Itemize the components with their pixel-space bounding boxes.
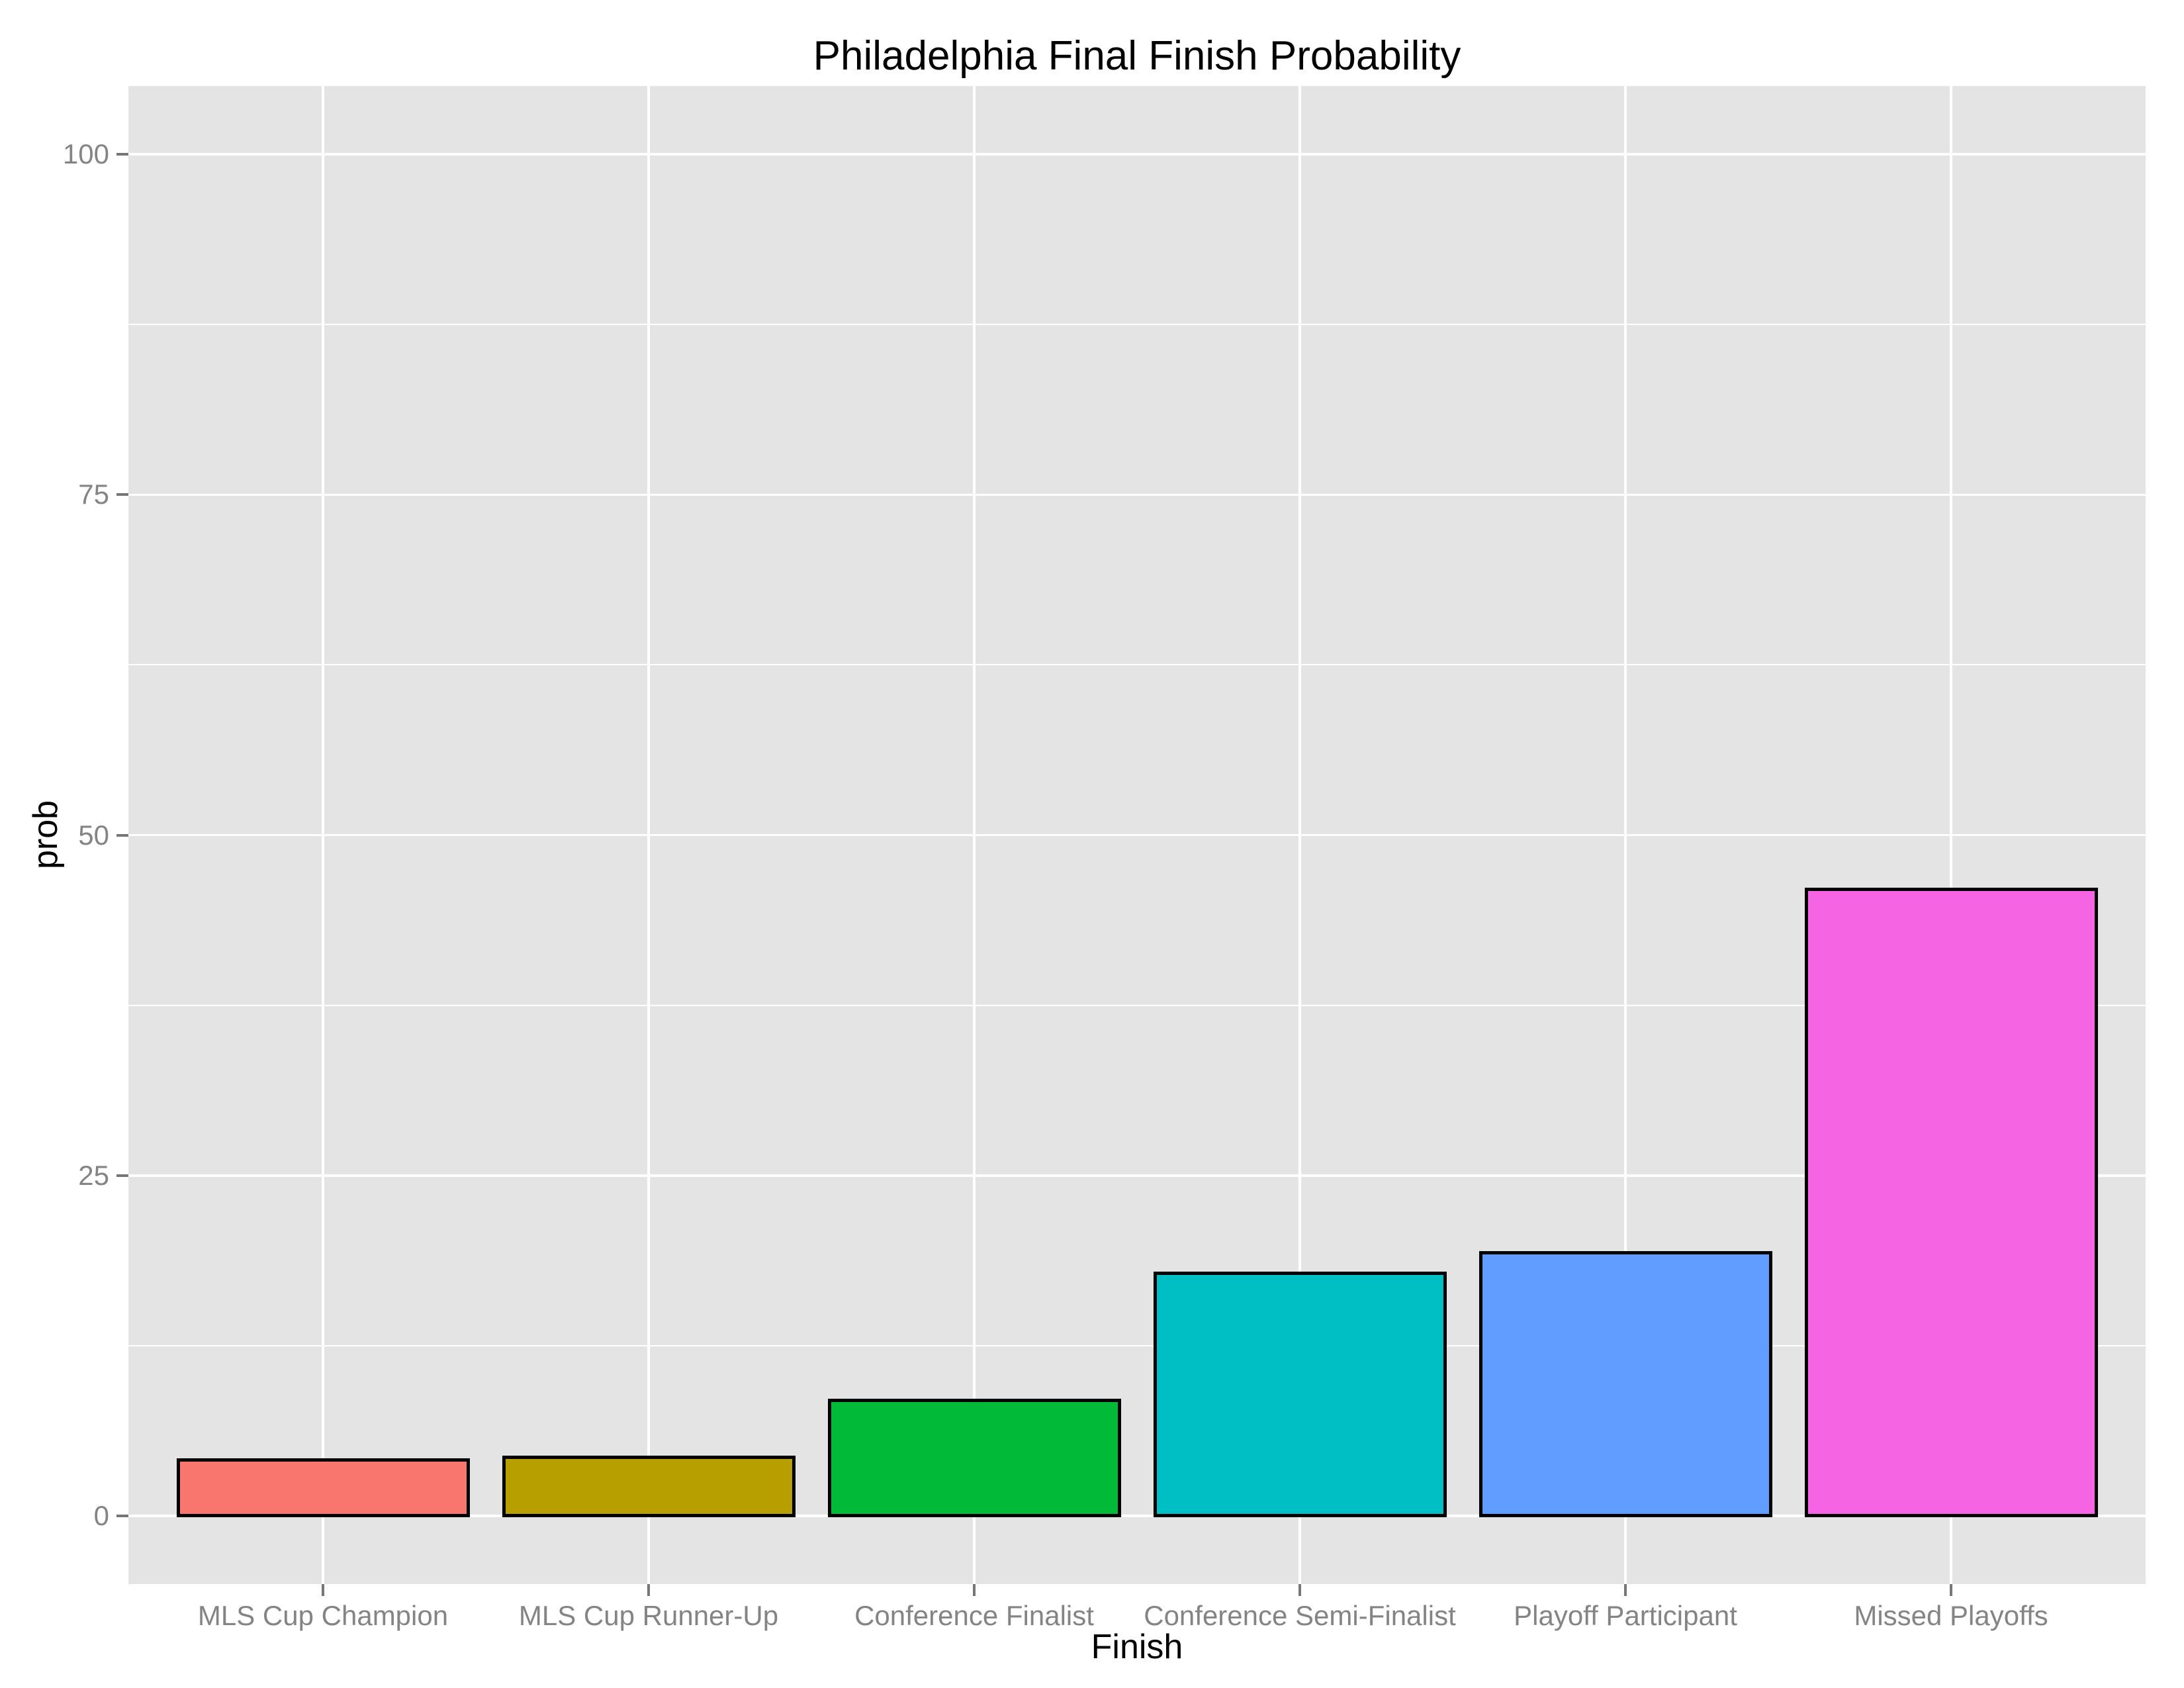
x-tick-label: Conference Finalist: [854, 1600, 1094, 1631]
gridline-minor-y: [128, 1004, 2146, 1006]
y-tick-mark: [116, 1174, 128, 1177]
gridline-major-y: [128, 833, 2146, 837]
x-tick-label: Playoff Participant: [1514, 1600, 1737, 1631]
gridline-minor-y: [128, 324, 2146, 326]
gridline-minor-y: [128, 1344, 2146, 1346]
y-tick-label: 100: [62, 138, 109, 169]
gridline-major-y: [128, 1515, 2146, 1517]
y-tick-label: 25: [78, 1159, 109, 1191]
gridline-major-x: [647, 86, 650, 1584]
x-tick-label: MLS Cup Champion: [197, 1600, 449, 1631]
gridline-major-y: [128, 1174, 2146, 1177]
plot-panel: [128, 86, 2146, 1584]
x-axis-title: Finish: [1091, 1628, 1183, 1666]
gridline-major-y: [128, 493, 2146, 496]
bar-mls-cup-runner-up: [502, 1456, 796, 1518]
gridline-major-y: [128, 153, 2146, 156]
x-tick-mark: [1950, 1584, 1952, 1596]
y-tick-mark: [116, 153, 128, 156]
y-tick-mark: [116, 833, 128, 837]
bar-conference-finalist: [827, 1398, 1121, 1518]
y-tick-mark: [116, 493, 128, 496]
y-tick-label: 50: [78, 819, 109, 851]
x-tick-mark: [647, 1584, 650, 1596]
x-tick-mark: [1624, 1584, 1627, 1596]
gridline-minor-y: [128, 664, 2146, 666]
gridline-major-x: [1950, 86, 1952, 1584]
bar-playoff-participant: [1479, 1251, 1772, 1518]
gridline-major-x: [1624, 86, 1627, 1584]
y-tick-label: 75: [78, 479, 109, 510]
x-tick-mark: [1298, 1584, 1301, 1596]
bar-missed-playoffs: [1804, 888, 2098, 1518]
gridline-major-x: [322, 86, 324, 1584]
bar-conference-semi-finalist: [1153, 1272, 1447, 1518]
x-tick-label: Missed Playoffs: [1854, 1600, 2048, 1631]
y-tick-label: 0: [93, 1500, 109, 1531]
x-tick-label: MLS Cup Runner-Up: [518, 1600, 779, 1631]
x-tick-label: Conference Semi-Finalist: [1144, 1600, 1456, 1631]
x-tick-mark: [973, 1584, 976, 1596]
chart-title: Philadelphia Final Finish Probability: [813, 33, 1461, 79]
y-tick-mark: [116, 1515, 128, 1517]
x-tick-mark: [322, 1584, 324, 1596]
bar-mls-cup-champion: [176, 1458, 470, 1518]
gridline-major-x: [1298, 86, 1301, 1584]
gridline-major-x: [973, 86, 976, 1584]
